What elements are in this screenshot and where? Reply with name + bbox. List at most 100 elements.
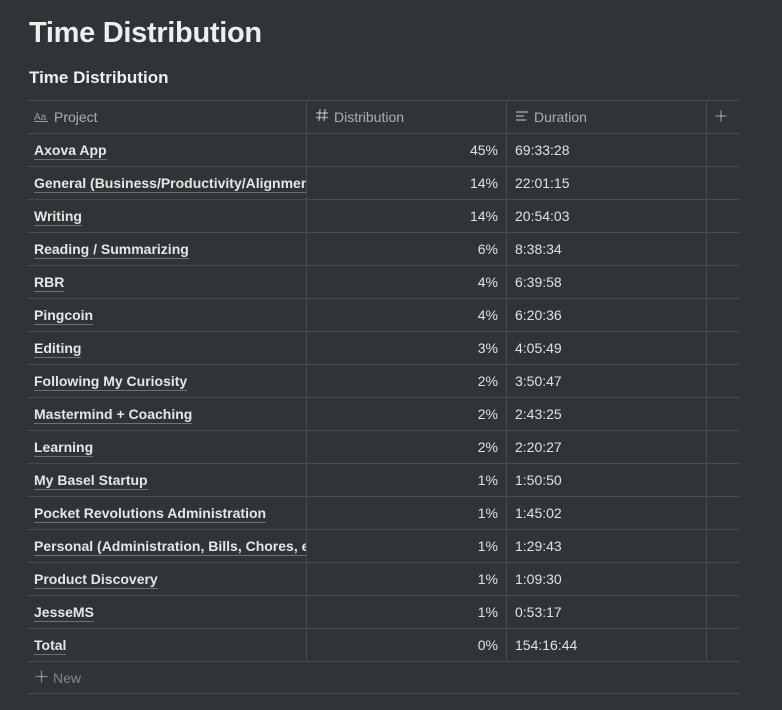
table-row[interactable]: Learning 2% 2:20:27 <box>27 431 739 464</box>
project-link[interactable]: Pingcoin <box>34 307 94 325</box>
project-link[interactable]: Product Discovery <box>34 571 158 589</box>
table-row[interactable]: General (Business/Productivity/Alignment… <box>27 167 739 200</box>
project-link[interactable]: Pocket Revolutions Administration <box>34 505 267 523</box>
new-row-label: New <box>53 670 82 686</box>
cell-distribution[interactable]: 1% <box>307 596 507 628</box>
cell-duration[interactable]: 1:09:30 <box>507 563 707 595</box>
cell-distribution[interactable]: 1% <box>307 497 507 529</box>
cell-empty <box>707 563 739 595</box>
cell-project[interactable]: General (Business/Productivity/Alignment… <box>27 167 307 199</box>
cell-duration[interactable]: 69:33:28 <box>507 134 707 166</box>
cell-distribution[interactable]: 2% <box>307 431 507 463</box>
cell-project[interactable]: Product Discovery <box>27 563 307 595</box>
table-row[interactable]: Pocket Revolutions Administration 1% 1:45:… <box>27 497 739 530</box>
table-row[interactable]: Pingcoin 4% 6:20:36 <box>27 299 739 332</box>
cell-empty <box>707 266 739 298</box>
table-row[interactable]: Mastermind + Coaching 2% 2:43:25 <box>27 398 739 431</box>
cell-duration[interactable]: 4:05:49 <box>507 332 707 364</box>
cell-project[interactable]: Total <box>27 629 307 661</box>
cell-duration[interactable]: 1:50:50 <box>507 464 707 496</box>
cell-distribution[interactable]: 1% <box>307 464 507 496</box>
table-row[interactable]: Following My Curiosity 2% 3:50:47 <box>27 365 739 398</box>
table-row[interactable]: Axova App 45% 69:33:28 <box>27 134 739 167</box>
cell-project[interactable]: Axova App <box>27 134 307 166</box>
cell-project[interactable]: Editing <box>27 332 307 364</box>
table-row[interactable]: JesseMS 1% 0:53:17 <box>27 596 739 629</box>
cell-duration[interactable]: 154:16:44 <box>507 629 707 661</box>
project-link[interactable]: Personal (Administration, Bills, Chores,… <box>34 538 306 556</box>
table-row[interactable]: Reading / Summarizing 6% 8:38:34 <box>27 233 739 266</box>
cell-duration[interactable]: 3:50:47 <box>507 365 707 397</box>
project-link[interactable]: Following My Curiosity <box>34 373 188 391</box>
cell-distribution[interactable]: 14% <box>307 200 507 232</box>
table-body: Axova App 45% 69:33:28 General (Business/Pr… <box>27 134 739 662</box>
cell-project[interactable]: Pingcoin <box>27 299 307 331</box>
column-header-distribution[interactable]: Distribution <box>307 101 507 133</box>
project-link[interactable]: JesseMS <box>34 604 94 622</box>
lines-icon <box>515 101 529 133</box>
table-row[interactable]: RBR 4% 6:39:58 <box>27 266 739 299</box>
cell-distribution[interactable]: 0% <box>307 629 507 661</box>
cell-duration[interactable]: 20:54:03 <box>507 200 707 232</box>
column-header-project[interactable]: Aa Project <box>27 101 307 133</box>
cell-empty <box>707 233 739 265</box>
table-row[interactable]: Product Discovery 1% 1:09:30 <box>27 563 739 596</box>
cell-duration[interactable]: 22:01:15 <box>507 167 707 199</box>
cell-empty <box>707 134 739 166</box>
cell-distribution[interactable]: 2% <box>307 365 507 397</box>
project-link[interactable]: RBR <box>34 274 65 292</box>
table-row[interactable]: Writing 14% 20:54:03 <box>27 200 739 233</box>
add-column-button[interactable] <box>707 101 739 133</box>
cell-duration[interactable]: 2:20:27 <box>507 431 707 463</box>
cell-distribution[interactable]: 14% <box>307 167 507 199</box>
cell-distribution[interactable]: 2% <box>307 398 507 430</box>
cell-empty <box>707 398 739 430</box>
cell-project[interactable]: Personal (Administration, Bills, Chores,… <box>27 530 307 562</box>
project-link[interactable]: Learning <box>34 439 94 457</box>
cell-empty <box>707 299 739 331</box>
page-title: Time Distribution <box>29 17 262 49</box>
cell-distribution[interactable]: 1% <box>307 530 507 562</box>
plus-icon <box>35 662 48 694</box>
cell-duration[interactable]: 1:29:43 <box>507 530 707 562</box>
cell-duration[interactable]: 6:39:58 <box>507 266 707 298</box>
cell-project[interactable]: Reading / Summarizing <box>27 233 307 265</box>
cell-project[interactable]: RBR <box>27 266 307 298</box>
column-label-project: Project <box>54 109 98 125</box>
cell-distribution[interactable]: 1% <box>307 563 507 595</box>
cell-project[interactable]: Pocket Revolutions Administration <box>27 497 307 529</box>
cell-duration[interactable]: 8:38:34 <box>507 233 707 265</box>
cell-distribution[interactable]: 6% <box>307 233 507 265</box>
cell-distribution[interactable]: 45% <box>307 134 507 166</box>
project-link[interactable]: Mastermind + Coaching <box>34 406 193 424</box>
project-link[interactable]: Writing <box>34 208 82 226</box>
project-link[interactable]: General (Business/Productivity/Alignment… <box>34 175 306 193</box>
cell-project[interactable]: My Basel Startup <box>27 464 307 496</box>
project-link[interactable]: Total <box>34 637 67 655</box>
new-row-button[interactable]: New <box>27 662 739 694</box>
table-row[interactable]: Editing 3% 4:05:49 <box>27 332 739 365</box>
cell-distribution[interactable]: 4% <box>307 299 507 331</box>
cell-project[interactable]: Following My Curiosity <box>27 365 307 397</box>
cell-duration[interactable]: 2:43:25 <box>507 398 707 430</box>
column-label-distribution: Distribution <box>334 109 405 125</box>
table-row[interactable]: Total 0% 154:16:44 <box>27 629 739 662</box>
project-link[interactable]: Reading / Summarizing <box>34 241 189 259</box>
cell-project[interactable]: Mastermind + Coaching <box>27 398 307 430</box>
cell-empty <box>707 365 739 397</box>
view-title[interactable]: Time Distribution <box>29 68 169 87</box>
cell-project[interactable]: JesseMS <box>27 596 307 628</box>
project-link[interactable]: My Basel Startup <box>34 472 148 490</box>
project-link[interactable]: Editing <box>34 340 82 358</box>
cell-project[interactable]: Learning <box>27 431 307 463</box>
column-header-duration[interactable]: Duration <box>507 101 707 133</box>
cell-project[interactable]: Writing <box>27 200 307 232</box>
cell-duration[interactable]: 1:45:02 <box>507 497 707 529</box>
cell-duration[interactable]: 0:53:17 <box>507 596 707 628</box>
table-row[interactable]: My Basel Startup 1% 1:50:50 <box>27 464 739 497</box>
cell-duration[interactable]: 6:20:36 <box>507 299 707 331</box>
project-link[interactable]: Axova App <box>34 142 107 160</box>
cell-distribution[interactable]: 4% <box>307 266 507 298</box>
table-row[interactable]: Personal (Administration, Bills, Chores,… <box>27 530 739 563</box>
cell-distribution[interactable]: 3% <box>307 332 507 364</box>
